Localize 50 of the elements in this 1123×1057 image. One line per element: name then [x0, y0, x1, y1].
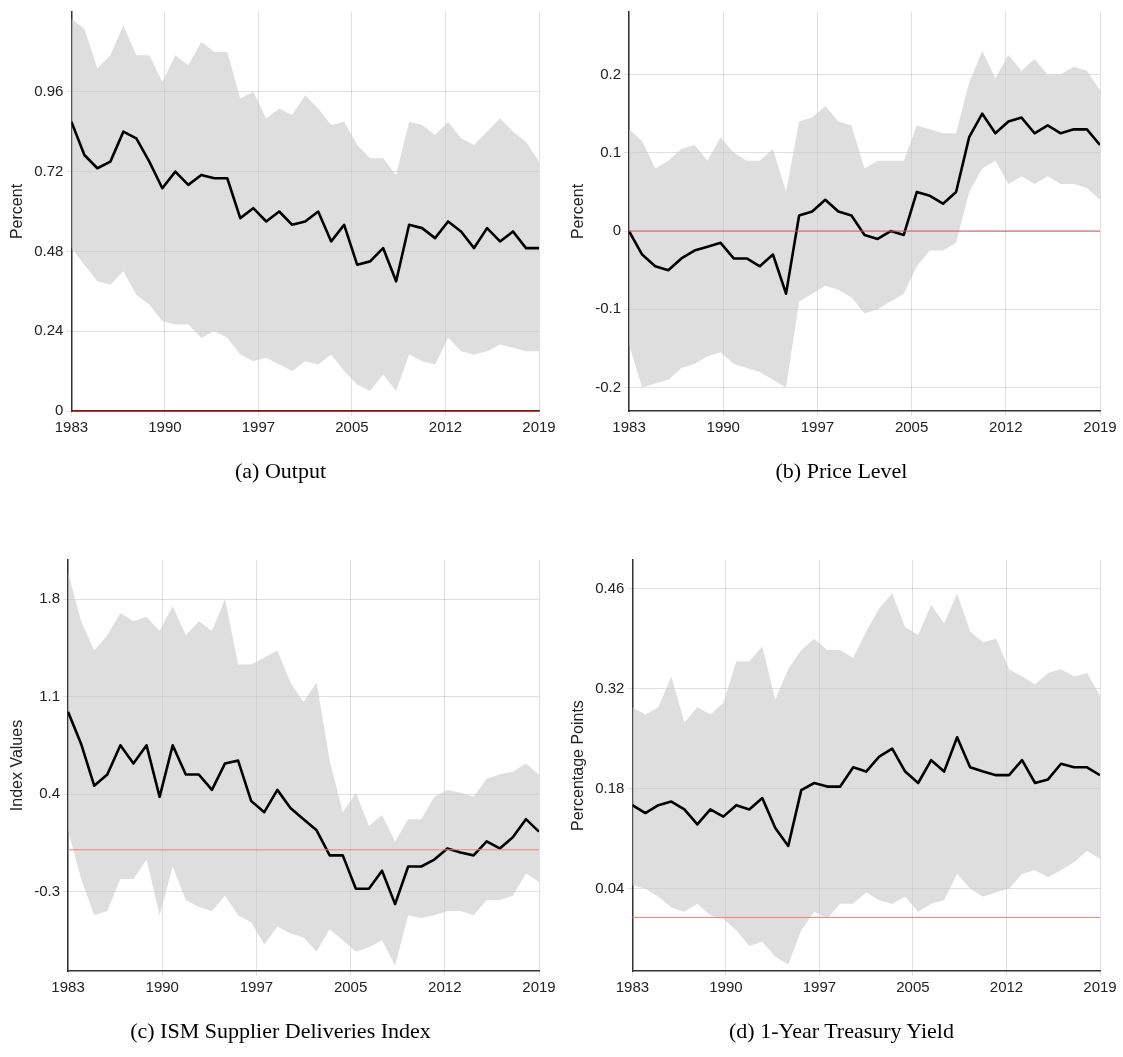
x-tick-label: 1983	[54, 417, 89, 435]
y-tick-label: 1.8	[39, 589, 61, 607]
y-axis-title: Percentage Points	[569, 700, 587, 831]
y-axis-title: Percent	[569, 183, 587, 240]
y-tick-label: 0.32	[595, 678, 625, 696]
x-tick-label: 1983	[51, 977, 85, 995]
y-tick-label: 0.24	[34, 321, 64, 339]
x-tick-label: 2012	[428, 977, 462, 995]
x-tick-label: 2019	[522, 417, 556, 435]
x-tick-label: 2019	[1083, 417, 1117, 435]
text: (b) Price Level	[774, 458, 909, 484]
x-tick-label: 1983	[612, 417, 646, 435]
x-tick-label: 2005	[896, 977, 930, 995]
x-tick-label: 2019	[1083, 977, 1117, 995]
y-tick-label: 0.04	[595, 878, 625, 896]
x-tick-label: 1990	[145, 977, 179, 995]
y-tick-label: -0.3	[34, 881, 61, 899]
text: (c) ISM Supplier Deliveries Index	[129, 1018, 432, 1044]
y-tick-label: 0.96	[34, 81, 64, 99]
x-tick-label: 2019	[522, 977, 556, 995]
y-tick-label: 0.1	[600, 142, 622, 160]
y-tick-label: 0.18	[595, 778, 625, 796]
x-tick-label: 2012	[989, 977, 1024, 995]
y-tick-label: -0.2	[595, 377, 622, 395]
x-tick-label: 1997	[241, 417, 276, 435]
y-axis-title: Index Values	[8, 719, 26, 812]
y-tick-label: 0.4	[39, 784, 61, 802]
x-tick-label: 1997	[239, 977, 274, 995]
y-tick-label: 0	[55, 401, 64, 419]
x-tick-label: 2012	[428, 417, 463, 435]
y-tick-label: 0.46	[595, 578, 625, 596]
x-tick-label: 1990	[709, 977, 743, 995]
y-tick-label: 0.72	[34, 161, 64, 179]
y-tick-label: -0.1	[595, 299, 622, 317]
x-tick-label: 2005	[333, 977, 368, 995]
text: (d) 1-Year Treasury Yield	[728, 1018, 955, 1044]
x-tick-label: 1997	[800, 417, 835, 435]
y-tick-label: 0.48	[34, 241, 64, 259]
x-tick-label: 1997	[802, 977, 837, 995]
y-tick-label: 0	[612, 221, 622, 239]
x-tick-label: 2012	[989, 417, 1023, 435]
y-tick-label: 0.2	[600, 64, 622, 82]
x-tick-label: 1990	[148, 417, 182, 435]
x-tick-label: 2005	[894, 417, 929, 435]
text: (a) Output	[234, 458, 327, 484]
x-tick-label: 1990	[706, 417, 740, 435]
y-tick-label: 1.1	[39, 686, 61, 704]
x-tick-label: 2005	[335, 417, 369, 435]
x-tick-label: 1983	[615, 977, 650, 995]
y-axis-title: Percent	[8, 183, 26, 240]
